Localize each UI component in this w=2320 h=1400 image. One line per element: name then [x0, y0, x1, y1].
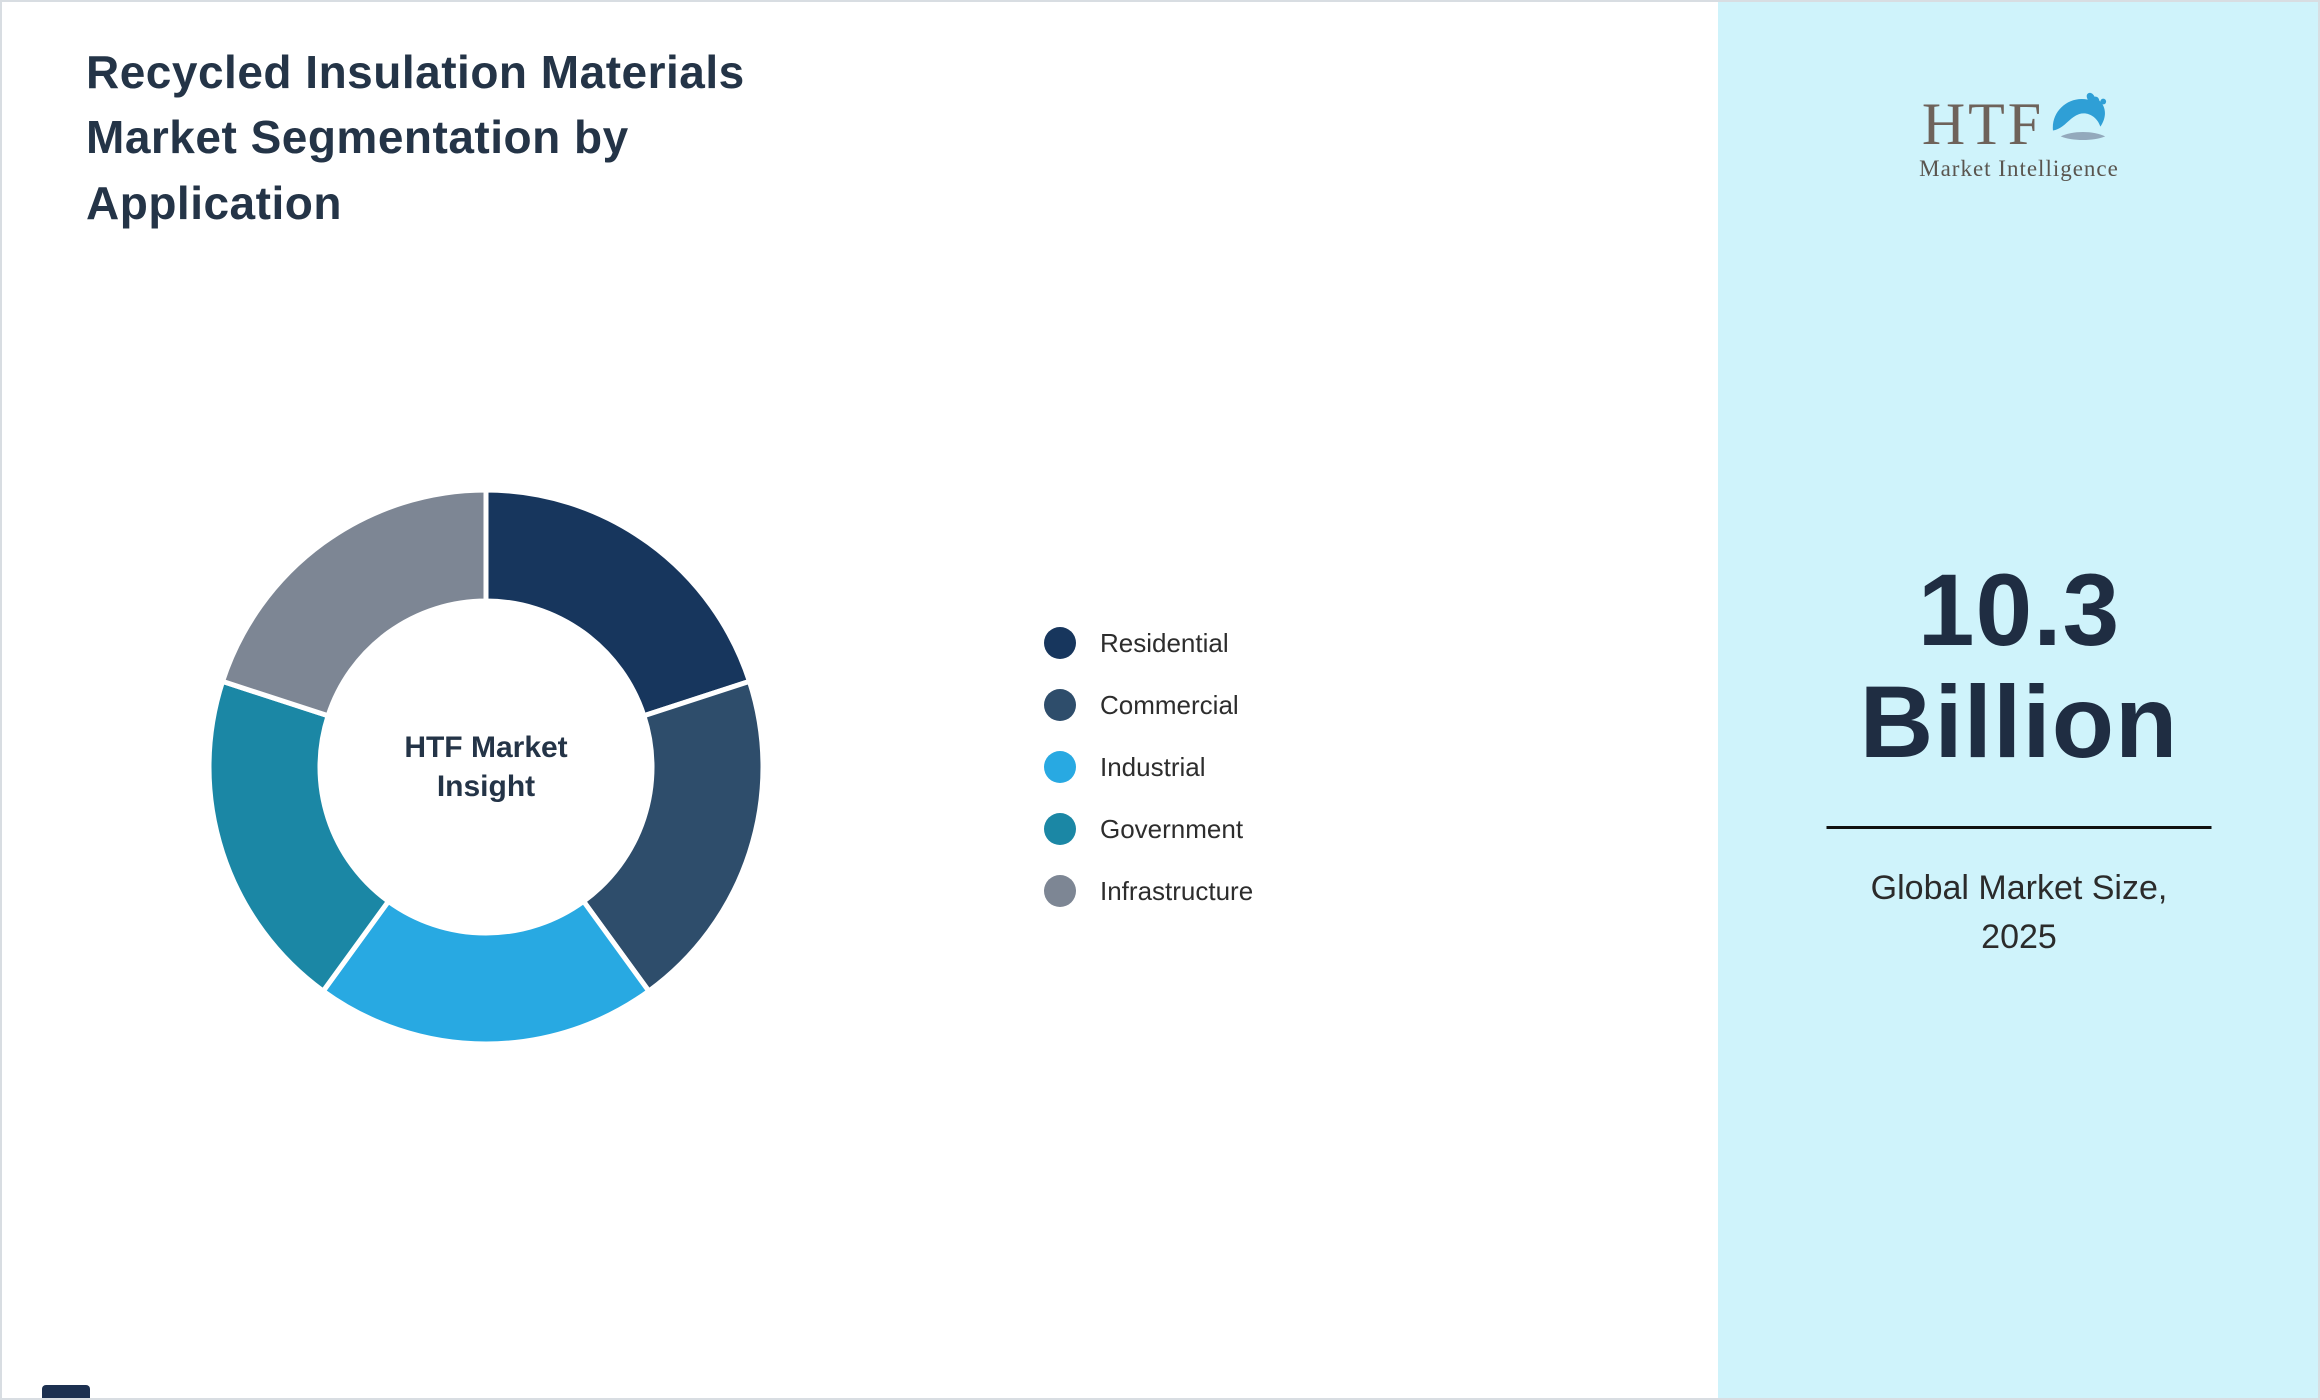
title-line-1: Recycled Insulation Materials	[86, 46, 745, 98]
market-size-value: 10.3 Billion	[1718, 553, 2318, 780]
donut-segment-government	[206, 678, 391, 994]
market-size-number: 10.3	[1917, 553, 2121, 667]
donut-chart: HTF Market Insight	[205, 486, 767, 1048]
caption-line-1: Global Market Size,	[1870, 869, 2168, 907]
legend-dot-residential	[1044, 627, 1076, 659]
legend-item-infrastructure: Infrastructure	[1044, 875, 1253, 907]
market-size-caption: Global Market Size, 2025	[1718, 864, 2318, 963]
market-size-unit: Billion	[1859, 665, 2179, 780]
dolphin-icon	[2052, 92, 2107, 140]
donut-chart-svg	[206, 487, 766, 1047]
logo-row: HTF	[1921, 91, 2116, 157]
right-panel: HTF Market Intelligence 10.3 Billion Glo…	[1718, 2, 2318, 1398]
caption-line-2: 2025	[1981, 918, 2057, 957]
legend-item-government: Government	[1044, 813, 1253, 845]
legend-item-commercial: Commercial	[1044, 689, 1253, 721]
legend-item-industrial: Industrial	[1044, 751, 1253, 783]
donut-segment-residential	[483, 487, 752, 719]
legend-label-government: Government	[1100, 813, 1244, 844]
footer-accent	[42, 1385, 90, 1398]
title-line-2: Market Segmentation by	[86, 111, 629, 164]
legend-label-residential: Residential	[1100, 627, 1229, 658]
legend-item-residential: Residential	[1044, 627, 1253, 659]
donut-segment-industrial	[320, 898, 652, 1047]
donut-segment-commercial	[581, 678, 766, 994]
legend-dot-commercial	[1044, 689, 1076, 721]
donut-segment-infrastructure	[220, 487, 489, 719]
brand-logo: HTF Market Intelligence	[1718, 91, 2318, 182]
legend-label-infrastructure: Infrastructure	[1100, 875, 1254, 906]
legend-dot-industrial	[1044, 751, 1076, 783]
chart-legend: Residential Commercial Industrial Governmen…	[1044, 627, 1253, 907]
legend-label-industrial: Industrial	[1100, 751, 1206, 782]
legend-dot-infrastructure	[1044, 875, 1076, 907]
divider-line	[1826, 826, 2212, 829]
legend-dot-government	[1044, 813, 1076, 845]
legend-label-commercial: Commercial	[1100, 689, 1239, 720]
page-title: Recycled Insulation Materials Market Seg…	[86, 40, 745, 236]
title-line-3: Application	[86, 176, 342, 229]
logo-subtext: Market Intelligence	[1919, 156, 2119, 181]
logo-text: HTF	[1921, 91, 2045, 157]
